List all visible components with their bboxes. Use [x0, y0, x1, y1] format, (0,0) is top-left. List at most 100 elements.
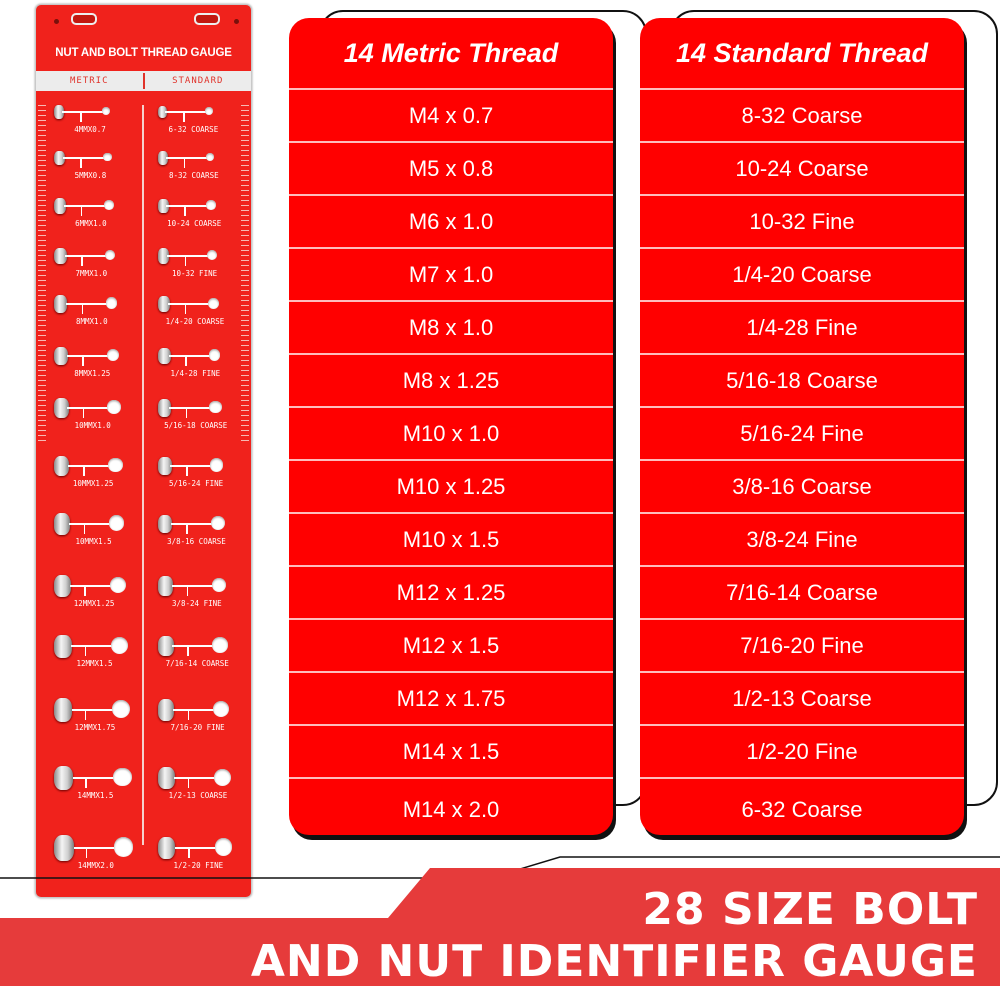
connector-line: [62, 157, 107, 159]
table-row: 8-32 Coarse: [640, 90, 964, 143]
nut-test-hole: [112, 767, 132, 787]
nut-test-hole: [108, 457, 123, 473]
standard-size-label: 1/4-28 FINE: [170, 369, 221, 378]
nut-test-hole: [103, 200, 114, 210]
metric-size-label: 12MMX1.75: [74, 723, 116, 732]
metric-size-label: 6MMX1.0: [75, 219, 107, 228]
connector-stem: [85, 778, 87, 788]
connector-line: [171, 585, 216, 587]
connector-stem: [188, 848, 190, 858]
hanging-slot: [194, 13, 220, 25]
bolt-sample: [54, 346, 68, 366]
standard-size-label: 1/2-13 COARSE: [168, 791, 228, 800]
connector-line: [64, 255, 109, 257]
connector-line: [73, 847, 118, 849]
nut-test-hole: [111, 700, 130, 718]
table-row: M12 x 1.5: [289, 620, 613, 673]
bolt-sample: [54, 835, 74, 861]
bolt-sample: [158, 296, 170, 312]
table-row: 10-32 Fine: [640, 196, 964, 249]
nut-test-hole: [113, 837, 134, 857]
nut-test-hole: [109, 515, 125, 531]
bolt-sample: [158, 699, 175, 721]
metric-table: 14 Metric Thread M4 x 0.7 M5 x 0.8 M6 x 1.…: [289, 10, 647, 835]
standard-size-label: 7/16-14 COARSE: [165, 659, 229, 668]
connector-line: [173, 777, 218, 779]
nut-test-hole: [206, 200, 216, 210]
standard-tab-label: STANDARD: [172, 76, 224, 86]
connector-line: [173, 709, 218, 711]
bolt-sample: [54, 105, 65, 119]
connector-line: [165, 157, 210, 159]
nut-test-hole: [110, 576, 127, 594]
metric-size-label: 12MMX1.25: [73, 599, 115, 608]
bolt-sample: [158, 514, 173, 534]
standard-size-label: 7/16-20 FINE: [170, 723, 225, 732]
nut-test-hole: [212, 637, 228, 653]
connector-stem: [183, 158, 186, 168]
nut-test-hole: [210, 458, 224, 472]
inch-ruler: [241, 105, 249, 445]
metric-size-label: 14MMX1.5: [77, 791, 114, 800]
connector-stem: [185, 408, 188, 418]
standard-size-label: 8-32 COARSE: [168, 171, 219, 180]
standard-size-label: 1/4-20 COARSE: [165, 317, 225, 326]
thread-gauge-plate: NUT AND BOLT THREAD GAUGE METRIC STANDAR…: [35, 4, 252, 898]
table-row: M12 x 1.25: [289, 567, 613, 620]
table-row: 3/8-16 Coarse: [640, 461, 964, 514]
table-row: 1/4-28 Fine: [640, 302, 964, 355]
connector-line: [166, 205, 211, 207]
standard-table-header: 14 Standard Thread: [640, 18, 964, 90]
bolt-sample: [158, 635, 174, 657]
connector-stem: [85, 848, 88, 858]
connector-line: [168, 355, 213, 357]
nut-test-hole: [208, 349, 221, 361]
bolt-sample: [158, 576, 173, 596]
standard-size-label: 3/8-24 FINE: [171, 599, 222, 608]
bolt-sample: [158, 347, 171, 365]
table-row: M14 x 2.0: [402, 797, 500, 822]
nut-test-hole: [209, 400, 222, 414]
connector-line: [67, 407, 112, 409]
connector-line: [65, 303, 110, 305]
connector-line: [63, 205, 108, 207]
nut-test-hole: [204, 107, 213, 115]
tab-divider: [142, 73, 145, 89]
connector-stem: [84, 586, 86, 596]
bolt-sample: [54, 574, 71, 598]
nut-test-hole: [105, 297, 118, 309]
bolt-sample: [158, 767, 175, 789]
banner-line-2: AND NUT IDENTIFIER GAUGE: [250, 936, 978, 987]
table-row: M8 x 1.25: [289, 355, 613, 408]
connector-stem: [187, 710, 190, 720]
connector-line: [69, 523, 114, 525]
metric-size-label: 12MMX1.5: [76, 659, 113, 668]
nut-test-hole: [207, 249, 218, 261]
standard-size-label: 10-32 FINE: [171, 269, 218, 278]
table-row: 6-32 Coarse: [741, 797, 863, 822]
metric-size-label: 4MMX0.7: [74, 125, 106, 134]
table-row: 3/8-24 Fine: [640, 514, 964, 567]
table-row: M7 x 1.0: [289, 249, 613, 302]
table-row: 7/16-14 Coarse: [640, 567, 964, 620]
connector-stem: [186, 524, 188, 534]
connector-stem: [184, 256, 187, 266]
nut-test-hole: [104, 249, 116, 261]
metric-size-label: 10MMX1.5: [75, 537, 112, 546]
nut-test-hole: [107, 400, 121, 414]
connector-stem: [184, 206, 186, 216]
gauge-tabbar: METRIC STANDARD: [36, 71, 251, 91]
connector-line: [172, 645, 217, 647]
table-row: 1/4-20 Coarse: [640, 249, 964, 302]
bolt-sample: [54, 150, 66, 166]
bolt-sample: [54, 698, 73, 722]
metric-table-header: 14 Metric Thread: [289, 18, 613, 90]
connector-stem: [185, 356, 187, 366]
table-row: M5 x 0.8: [289, 143, 613, 196]
connector-line: [62, 111, 106, 113]
nut-test-hole: [106, 348, 119, 362]
connector-stem: [81, 256, 83, 266]
table-row: M10 x 1.25: [289, 461, 613, 514]
table-row: 5/16-24 Fine: [640, 408, 964, 461]
bolt-sample: [158, 248, 170, 264]
